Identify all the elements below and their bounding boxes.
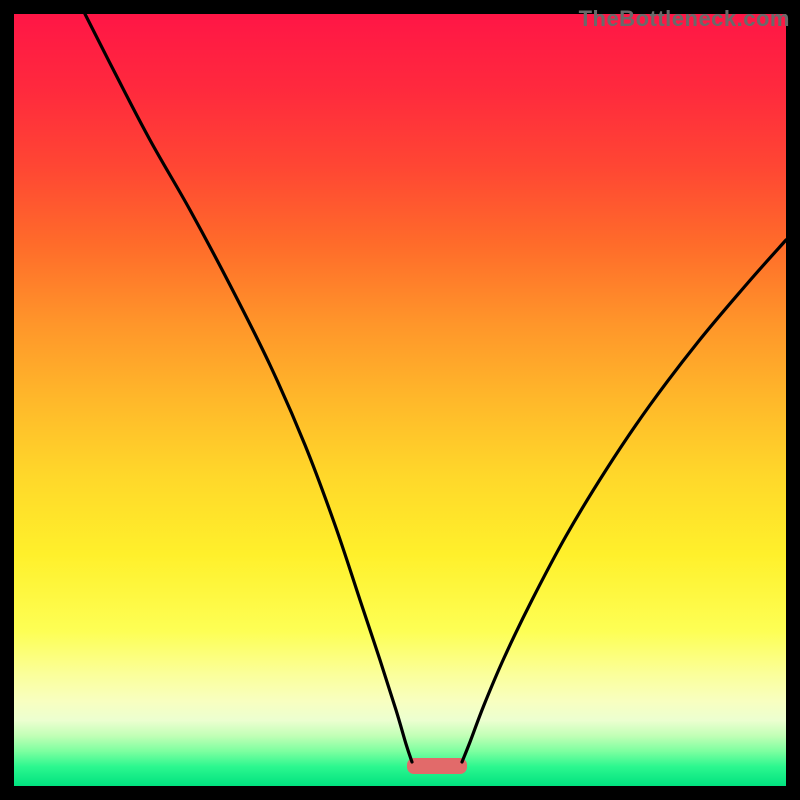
plot-area [14, 14, 786, 786]
bottleneck-marker [407, 758, 467, 774]
watermark-text: TheBottleneck.com [579, 6, 790, 32]
bottleneck-chart: TheBottleneck.com [0, 0, 800, 800]
chart-svg [0, 0, 800, 800]
